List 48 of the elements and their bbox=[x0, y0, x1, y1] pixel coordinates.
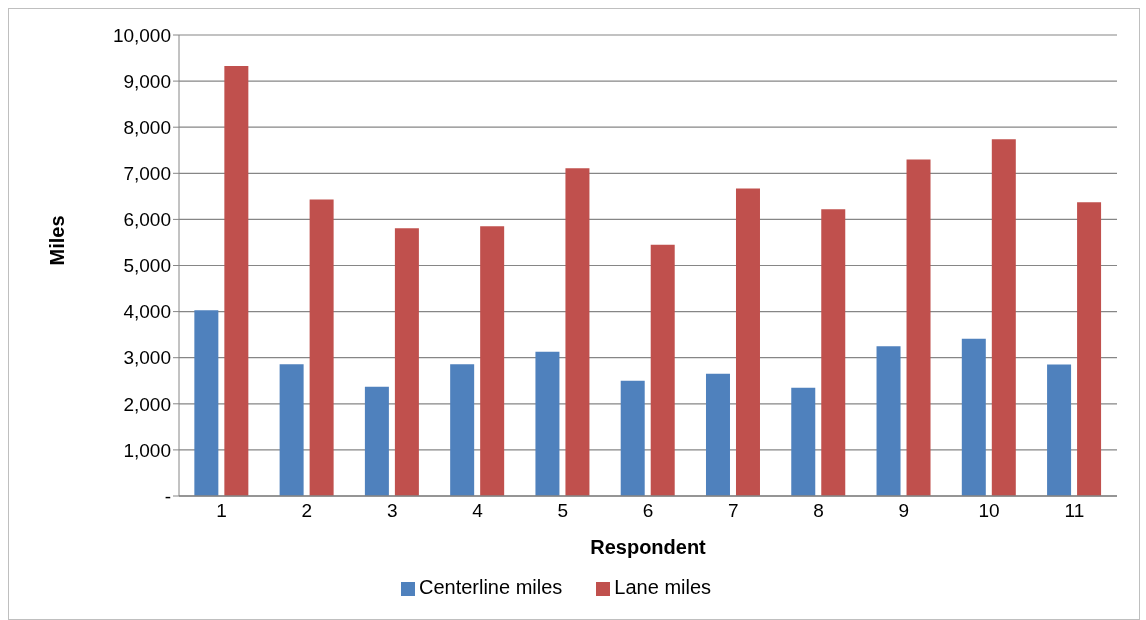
y-tick-label: 9,000 bbox=[123, 70, 171, 92]
bar bbox=[279, 364, 304, 496]
bar bbox=[961, 338, 986, 496]
bar bbox=[480, 226, 505, 496]
bar bbox=[876, 346, 901, 496]
bar bbox=[991, 139, 1016, 496]
bar bbox=[650, 244, 675, 496]
y-tick-label: 10,000 bbox=[112, 24, 171, 46]
x-tick-label: 4 bbox=[472, 500, 484, 522]
y-axis-title: Miles bbox=[46, 215, 69, 266]
y-tick-label: - bbox=[164, 485, 171, 507]
x-tick-label: 10 bbox=[978, 500, 1000, 522]
bar bbox=[450, 364, 475, 496]
x-tick-label: 2 bbox=[301, 500, 313, 522]
y-tick-label: 1,000 bbox=[123, 439, 171, 461]
bar bbox=[364, 386, 389, 496]
bar bbox=[309, 199, 334, 496]
y-tick-label: 3,000 bbox=[123, 347, 171, 369]
x-tick-label: 7 bbox=[727, 500, 739, 522]
y-tick-label: 2,000 bbox=[123, 393, 171, 415]
x-axis-title: Respondent bbox=[590, 536, 707, 558]
bar bbox=[735, 188, 760, 496]
bar bbox=[1047, 364, 1072, 496]
x-tick-label: 5 bbox=[557, 500, 569, 522]
bar bbox=[565, 168, 590, 496]
x-tick-label: 1 bbox=[216, 500, 227, 522]
bar bbox=[224, 65, 249, 496]
y-tick-label: 6,000 bbox=[123, 209, 171, 231]
bar bbox=[1077, 202, 1102, 496]
x-tick-label: 9 bbox=[898, 500, 910, 522]
bar bbox=[535, 351, 560, 496]
bar bbox=[620, 380, 645, 496]
y-tick-label: 5,000 bbox=[123, 255, 171, 277]
bar bbox=[705, 373, 730, 496]
legend-label: Centerline miles bbox=[418, 576, 563, 598]
bar bbox=[821, 209, 846, 496]
x-tick-label: 11 bbox=[1064, 500, 1085, 522]
x-tick-label: 6 bbox=[642, 500, 654, 522]
y-tick-label: 4,000 bbox=[123, 301, 171, 323]
legend-label: Lane miles bbox=[614, 576, 712, 598]
bar bbox=[194, 310, 219, 496]
bar bbox=[394, 228, 419, 496]
x-tick-label: 8 bbox=[813, 500, 824, 522]
bar bbox=[906, 159, 931, 496]
y-tick-label: 8,000 bbox=[123, 116, 171, 138]
bar bbox=[791, 387, 816, 496]
x-tick-label: 3 bbox=[386, 500, 398, 522]
y-tick-label: 7,000 bbox=[123, 163, 171, 185]
